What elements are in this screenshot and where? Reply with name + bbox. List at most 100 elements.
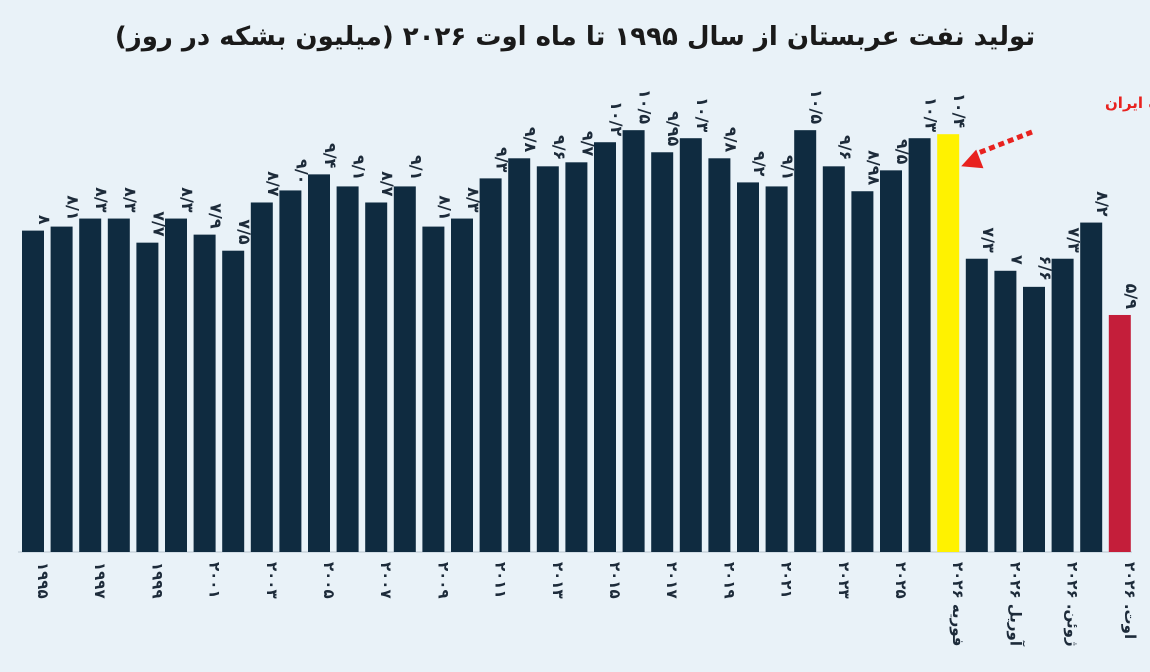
bar-value-label: ۹/۲ bbox=[750, 151, 769, 177]
bar bbox=[594, 142, 616, 553]
bar bbox=[708, 158, 731, 552]
x-tick-label: ۲۰۱۱ bbox=[492, 562, 510, 599]
bar-value-label: ۹/۸ bbox=[721, 127, 740, 153]
bar-value-label: ۸/۷ bbox=[378, 171, 397, 197]
bar-value-label: ۸/۷ bbox=[264, 171, 283, 197]
bar bbox=[908, 138, 931, 553]
bar bbox=[508, 158, 531, 552]
bar bbox=[622, 130, 645, 552]
bar-value-label: ۱۰/۲ bbox=[607, 101, 626, 136]
annotation-arrow-line bbox=[974, 129, 1033, 157]
bar-value-label: ۷/۵ bbox=[235, 219, 254, 245]
annotation-arrow-head bbox=[961, 149, 984, 169]
x-tick-label: ۲۰۰۱ bbox=[206, 562, 224, 599]
bar-value-label: ۹/۵ bbox=[893, 139, 912, 165]
x-tick-label: آوریل ۲۰۲۶ bbox=[1006, 562, 1024, 647]
x-tick-label: ۲۰۲۳ bbox=[835, 562, 853, 599]
x-tick-label: ۲۰۱۷ bbox=[663, 562, 681, 599]
x-tick-label: اوت. ۲۰۲۶ bbox=[1121, 562, 1139, 639]
bar-value-label: ۱۰/۵ bbox=[636, 89, 655, 124]
bar-value-label: ۸/۳ bbox=[464, 187, 483, 213]
bar bbox=[279, 190, 302, 552]
bar-value-label: ۸/۳ bbox=[121, 187, 140, 213]
bar bbox=[1051, 258, 1074, 552]
bar-value-label: ۹/۱ bbox=[350, 155, 369, 180]
bar-value-label: ۹/۸ bbox=[521, 127, 540, 153]
bar-value-label: ۷ bbox=[1007, 255, 1026, 265]
x-tick-label: ۱۹۹۷ bbox=[91, 562, 109, 599]
bar-value-label: ۱۰/۳ bbox=[693, 97, 712, 132]
x-tick-label: ۲۰۲۱ bbox=[778, 562, 796, 599]
bar bbox=[193, 234, 216, 552]
bar bbox=[565, 162, 588, 552]
bar-value-label: ۷/۹ bbox=[207, 203, 226, 229]
bar bbox=[1108, 314, 1131, 552]
bar bbox=[794, 130, 817, 552]
x-tick-label: ۲۰۱۹ bbox=[720, 562, 738, 599]
x-tick-label: ژوئن. ۲۰۲۶ bbox=[1064, 562, 1082, 647]
bar-value-label: ۸/۹۸ bbox=[864, 150, 883, 185]
bar-value-label: ۸/۳ bbox=[92, 187, 111, 213]
bar bbox=[880, 170, 902, 552]
bar-value-label: ۸/۳ bbox=[178, 187, 197, 213]
x-tick-label: ۲۰۲۵ bbox=[892, 562, 910, 599]
x-tick-label: ۱۹۹۵ bbox=[34, 562, 52, 599]
bar-value-label: ۹/۳ bbox=[493, 147, 512, 173]
bar bbox=[994, 270, 1017, 552]
bar-value-label: ۸ bbox=[35, 215, 54, 225]
bar-value-label: ۱۰/۴ bbox=[950, 93, 969, 128]
bar bbox=[1023, 286, 1045, 552]
bar-value-label: ۵/۹ bbox=[1122, 284, 1141, 310]
x-tick-label: ۲۰۱۳ bbox=[549, 562, 567, 599]
bar bbox=[308, 174, 330, 552]
bar bbox=[22, 230, 44, 552]
x-tick-label: ۱۹۹۹ bbox=[148, 562, 166, 599]
bar bbox=[822, 166, 845, 552]
bar bbox=[250, 202, 273, 553]
bar bbox=[365, 202, 388, 553]
bar-value-label: ۹/۴ bbox=[321, 143, 340, 169]
bar bbox=[679, 138, 702, 553]
bar-value-label: ۱۰/۵ bbox=[807, 89, 826, 124]
bar-value-label: ۹/۶ bbox=[836, 135, 855, 160]
bar-value-label: ۸/۱ bbox=[64, 195, 83, 220]
x-tick-label: ۲۰۰۵ bbox=[320, 562, 338, 599]
bar-value-label: ۹/۷ bbox=[578, 131, 597, 157]
bar-value-label: ۷/۷ bbox=[149, 211, 168, 237]
bar bbox=[651, 152, 674, 552]
bar bbox=[165, 218, 187, 552]
bar bbox=[765, 186, 788, 552]
bar-value-label: ۸/۲ bbox=[1093, 191, 1112, 217]
x-tick-label: ۲۰۱۵ bbox=[606, 562, 624, 599]
bar bbox=[393, 186, 416, 552]
bar bbox=[79, 218, 102, 552]
bar bbox=[50, 226, 73, 552]
bar-value-label: ۷/۳ bbox=[979, 227, 998, 253]
x-tick-label: ۲۰۰۹ bbox=[434, 562, 452, 599]
x-tick-label: ۲۰۰۷ bbox=[377, 562, 395, 599]
bar bbox=[107, 218, 130, 552]
bar-value-label: ۹/۰ bbox=[292, 159, 311, 184]
bar-value-label: ۹/۶ bbox=[550, 135, 569, 160]
bar bbox=[737, 182, 759, 552]
bar-value-label: ۹/۱ bbox=[779, 155, 798, 180]
bar-value-label: ۶/۶ bbox=[1036, 255, 1055, 280]
bar bbox=[965, 258, 988, 552]
x-tick-label: ۲۰۰۳ bbox=[263, 562, 281, 599]
bar-value-label: ۷/۳ bbox=[1065, 227, 1084, 253]
bar-value-label: ۸/۱ bbox=[435, 195, 454, 220]
bar bbox=[422, 226, 445, 552]
bar-value-label: ۹/۱ bbox=[407, 155, 426, 180]
bar bbox=[479, 178, 502, 552]
bar bbox=[222, 250, 245, 552]
bar bbox=[336, 186, 359, 552]
bar-value-label: ۱۰/۳ bbox=[922, 97, 941, 132]
bar bbox=[851, 191, 874, 552]
x-tick-label: فوریه ۲۰۲۶ bbox=[949, 562, 967, 646]
bar bbox=[536, 166, 559, 552]
bar bbox=[451, 218, 473, 552]
annotation-text: شروع جنگ ایران bbox=[1105, 94, 1150, 112]
chart-title: تولید نفت عربستان از سال ۱۹۹۵ تا ماه اوت… bbox=[114, 22, 1036, 52]
